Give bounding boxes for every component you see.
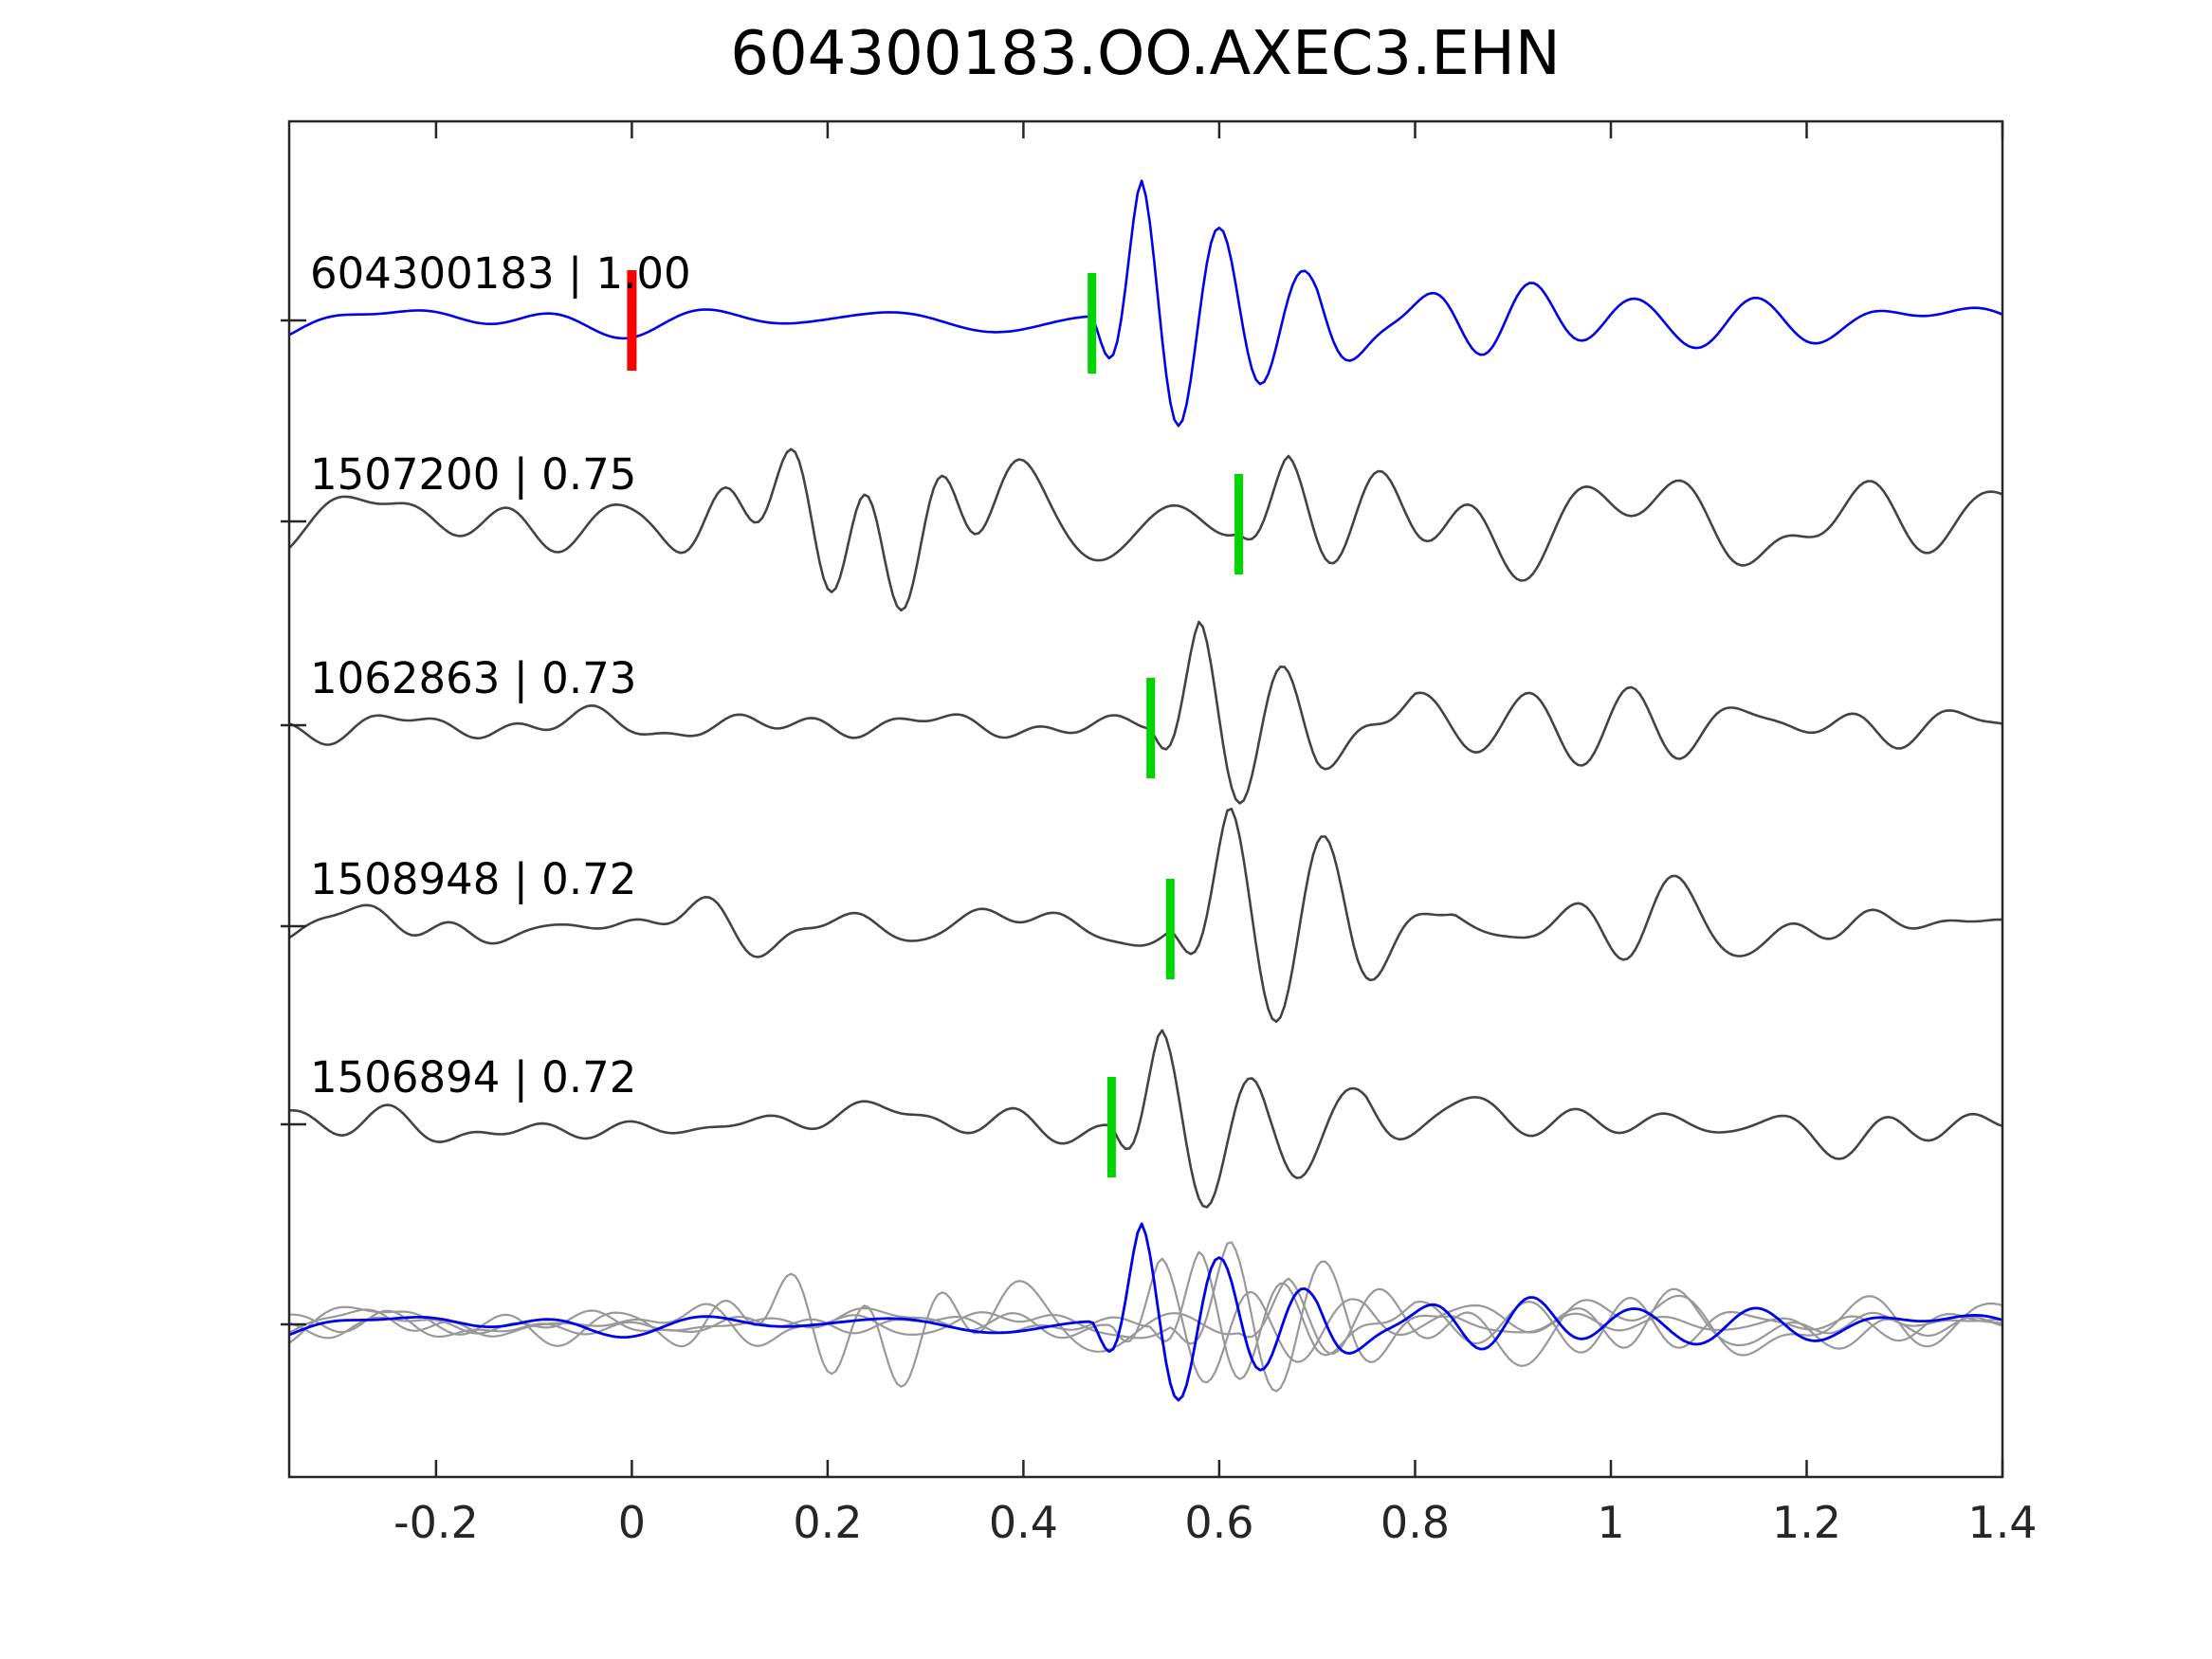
- origin-marker: [627, 270, 637, 371]
- pick-marker-1062863: [1146, 678, 1156, 778]
- trace-path-604300183: [290, 179, 2002, 428]
- overlay-trace-1062863: [290, 1250, 2002, 1380]
- trace-label-1508948: 1508948 | 0.72: [310, 854, 636, 904]
- trace-label-1507200: 1507200 | 0.75: [310, 449, 636, 500]
- trace-path-1506894: [290, 1029, 2002, 1209]
- x-tick-label: -0.2: [393, 1497, 479, 1548]
- pick-marker-1506894: [1106, 1077, 1116, 1177]
- x-tick-labels: -0.2 0 0.2 0.4 0.6 0.8 1 1.2 1.4: [393, 1497, 2038, 1548]
- plot-border: [287, 119, 2004, 1479]
- x-tick-label: 1: [1597, 1497, 1624, 1548]
- pick-marker-604300183: [1088, 273, 1097, 374]
- x-tick-label: 0.2: [793, 1497, 862, 1548]
- axis-ticks: [281, 121, 2004, 1477]
- trace-label-604300183: 604300183 | 1.00: [310, 248, 691, 299]
- trace-path-1508948: [290, 807, 2002, 1023]
- trace-path-1062863: [290, 620, 2002, 805]
- overlay-trace-highlight: [290, 1222, 2002, 1402]
- overlay-trace-1508948: [290, 1241, 2002, 1393]
- x-tick-label: 1.2: [1772, 1497, 1841, 1548]
- x-tick-label: 0.6: [1184, 1497, 1253, 1548]
- x-tick-label: 0.4: [989, 1497, 1058, 1548]
- trace-label-1062863: 1062863 | 0.73: [310, 653, 636, 703]
- pick-markers: [627, 270, 1244, 1177]
- waveform-traces: [290, 179, 2002, 1402]
- x-tick-label: 0: [618, 1497, 646, 1548]
- pick-marker-1508948: [1165, 879, 1175, 979]
- x-tick-label: 1.4: [1967, 1497, 2037, 1548]
- figure-title: 604300183.OO.AXEC3.EHN: [730, 19, 1561, 89]
- trace-labels: 604300183 | 1.00 1507200 | 0.75 1062863 | …: [310, 248, 691, 1103]
- overlay-trace-1506894: [290, 1257, 2002, 1384]
- x-tick-label: 0.8: [1380, 1497, 1450, 1548]
- overlay-trace-1507200: [290, 1272, 2002, 1388]
- trace-label-1506894: 1506894 | 0.72: [310, 1052, 636, 1103]
- trace-path-1507200: [290, 447, 2002, 612]
- pick-marker-1507200: [1234, 474, 1244, 574]
